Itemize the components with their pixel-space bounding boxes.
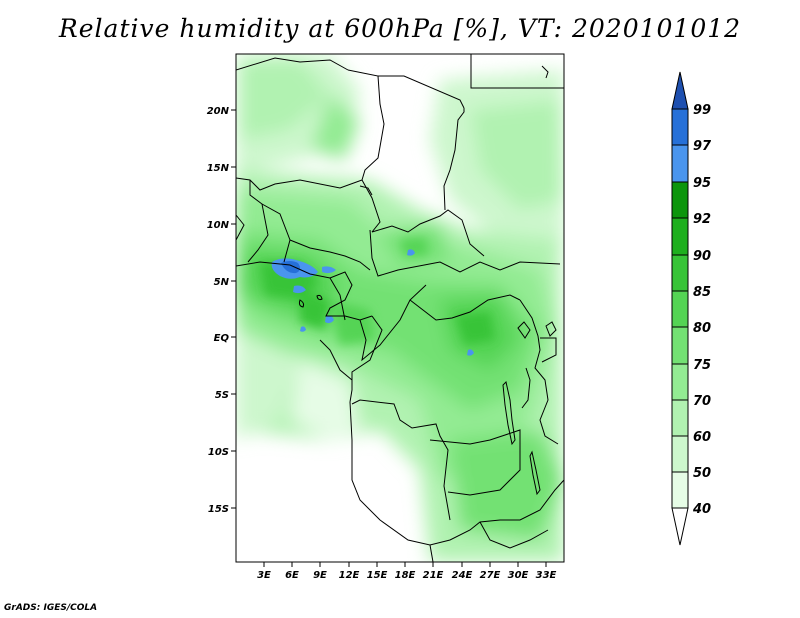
coastline-islands xyxy=(298,294,323,308)
colorbar-label-85: 85 xyxy=(693,285,711,300)
colorbar-label-50: 50 xyxy=(693,466,711,481)
colorbar-bin-above-99 xyxy=(671,71,689,110)
colorbar-label-60: 60 xyxy=(693,430,711,445)
colorbar-bin-50-60 xyxy=(671,435,689,473)
colorbar-label-92: 92 xyxy=(693,212,711,227)
lon-label-3e: 3E xyxy=(257,570,271,581)
lon-label-21e: 21E xyxy=(423,570,444,581)
lakes xyxy=(359,65,557,496)
colorbar-bin-95-97 xyxy=(671,144,689,183)
colorbar-label-99: 99 xyxy=(693,103,711,118)
colorbar-bin-below-40 xyxy=(671,507,689,546)
colorbar-bin-75-80 xyxy=(671,326,689,365)
colorbar-label-97: 97 xyxy=(693,139,712,154)
colorbar-label-70: 70 xyxy=(693,394,711,409)
lat-label-10s: 10S xyxy=(208,447,229,458)
lat-label-15n: 15N xyxy=(207,163,230,174)
colorbar-label-90: 90 xyxy=(693,249,711,264)
lon-label-24e: 24E xyxy=(452,570,473,581)
colorbar-bin-85-90 xyxy=(671,254,689,292)
colorbar-bin-70-75 xyxy=(671,363,689,401)
lat-label-5n: 5N xyxy=(214,277,230,288)
lat-label-eq: EQ xyxy=(214,333,230,344)
humidity-map xyxy=(236,54,564,562)
country-borders xyxy=(236,54,564,562)
colorbar-bin-90-92 xyxy=(671,217,689,256)
colorbar-label-40: 40 xyxy=(692,502,711,517)
map-frame xyxy=(235,53,565,563)
colorbar-bin-60-70 xyxy=(671,399,689,437)
humidity-shading xyxy=(236,54,564,562)
longitude-axis xyxy=(263,562,547,567)
colorbar-bin-97-99 xyxy=(671,108,689,146)
lon-label-15e: 15E xyxy=(367,570,388,581)
lon-label-18e: 18E xyxy=(395,570,416,581)
lon-label-27e: 27E xyxy=(480,570,501,581)
humidity-peaks xyxy=(271,249,474,356)
colorbar-label-80: 80 xyxy=(693,321,711,336)
colorbar-bin-92-95 xyxy=(671,181,689,219)
lat-label-10n: 10N xyxy=(207,220,230,231)
colorbar-label-95: 95 xyxy=(693,176,711,191)
map-title: Relative humidity at 600hPa [%], VT: 202… xyxy=(58,14,742,43)
lon-label-6e: 6E xyxy=(285,570,299,581)
lat-label-15s: 15S xyxy=(208,504,229,515)
lon-label-30e: 30E xyxy=(508,570,529,581)
grads-credit: GrADS: IGES/COLA xyxy=(4,603,98,613)
lon-label-9e: 9E xyxy=(313,570,327,581)
colorbar-bin-40-50 xyxy=(671,471,689,509)
colorbar-bin-80-85 xyxy=(671,290,689,328)
lon-label-33e: 33E xyxy=(536,570,557,581)
lat-label-5s: 5S xyxy=(215,390,229,401)
colorbar xyxy=(671,71,689,546)
lat-label-20n: 20N xyxy=(207,106,230,117)
latitude-axis xyxy=(231,109,236,509)
lon-label-12e: 12E xyxy=(339,570,360,581)
colorbar-label-75: 75 xyxy=(693,358,711,373)
